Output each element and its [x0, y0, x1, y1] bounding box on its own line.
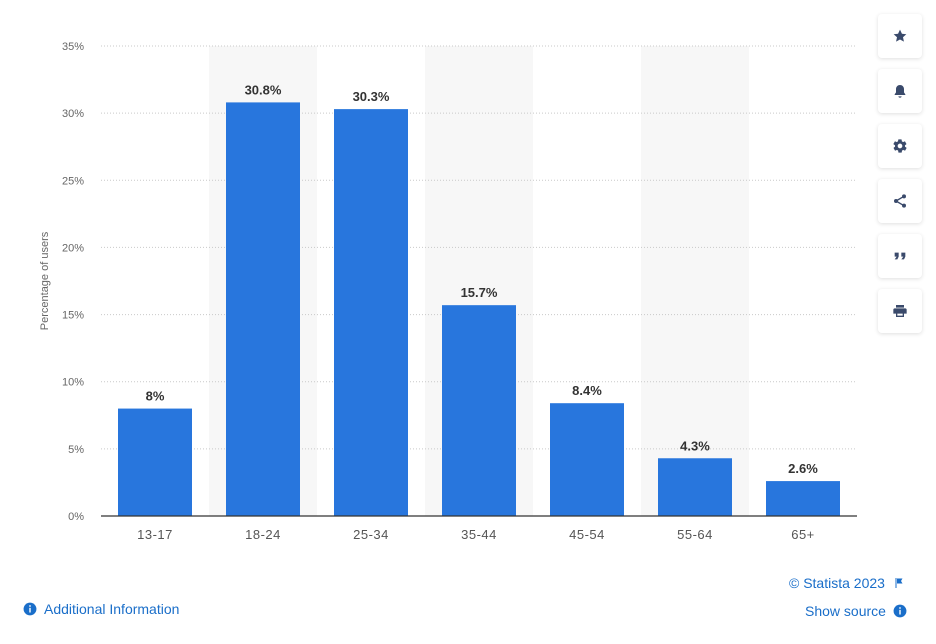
bars	[118, 102, 840, 517]
flag-icon	[895, 578, 903, 588]
bar[interactable]	[442, 305, 516, 516]
info-icon	[893, 604, 907, 618]
x-tick-label: 35-44	[461, 527, 497, 542]
info-icon	[23, 602, 37, 616]
share-icon	[894, 194, 906, 208]
x-tick-label: 55-64	[677, 527, 713, 542]
x-tick-label: 18-24	[245, 527, 281, 542]
x-tick-label: 13-17	[137, 527, 173, 542]
print-icon	[893, 305, 907, 317]
y-tick-label: 10%	[62, 377, 84, 389]
data-label: 30.8%	[245, 82, 282, 97]
y-tick-label: 20%	[62, 242, 84, 254]
bar[interactable]	[550, 403, 624, 516]
gear-icon	[893, 139, 907, 153]
y-tick-label: 25%	[62, 175, 84, 187]
settings-button[interactable]	[878, 124, 922, 168]
additional-information-text: Additional Information	[44, 601, 180, 617]
copyright-text: © Statista 2023	[789, 575, 885, 591]
bar[interactable]	[658, 458, 732, 516]
y-tick-label: 15%	[62, 310, 84, 322]
show-source-text: Show source	[805, 603, 886, 619]
chart-svg: 0% 5% 10% 15% 20% 25% 30% 35% 8% 30.8% 30.3% 15.7%…	[39, 41, 857, 542]
x-tick-label: 25-34	[353, 527, 389, 542]
favorite-button[interactable]	[878, 14, 922, 58]
y-tick-label: 30%	[62, 108, 84, 120]
quote-icon	[894, 252, 906, 260]
bell-icon	[894, 85, 906, 98]
cite-button[interactable]	[878, 234, 922, 278]
data-label: 2.6%	[788, 461, 818, 476]
data-labels: 8% 30.8% 30.3% 15.7% 8.4% 4.3% 2.6%	[146, 82, 819, 476]
chart: 0% 5% 10% 15% 20% 25% 30% 35% 8% 30.8% 30.3% 15.7%…	[39, 41, 857, 542]
bar[interactable]	[226, 102, 300, 517]
additional-information-link[interactable]: Additional Information	[23, 601, 179, 617]
data-label: 4.3%	[680, 438, 710, 453]
notification-button[interactable]	[878, 69, 922, 113]
star-icon	[893, 29, 907, 42]
show-source-link[interactable]: Show source	[805, 603, 907, 619]
data-label: 8%	[146, 389, 165, 404]
x-tick-label: 45-54	[569, 527, 605, 542]
y-tick-label: 35%	[62, 41, 84, 53]
data-label: 15.7%	[461, 285, 498, 300]
y-axis-ticks: 0% 5% 10% 15% 20% 25% 30% 35%	[62, 41, 84, 523]
x-axis-ticks: 13-17 18-24 25-34 35-44 45-54 55-64 65+	[137, 527, 815, 542]
copyright-link[interactable]: © Statista 2023	[789, 575, 905, 591]
y-tick-label: 0%	[68, 511, 84, 523]
data-label: 8.4%	[572, 383, 602, 398]
bar[interactable]	[118, 408, 192, 516]
category-band	[641, 46, 749, 516]
bar[interactable]	[334, 109, 408, 516]
x-tick-label: 65+	[791, 527, 815, 542]
y-tick-label: 5%	[68, 444, 84, 456]
y-axis-title: Percentage of users	[39, 231, 51, 330]
share-button[interactable]	[878, 179, 922, 223]
bar[interactable]	[766, 481, 840, 516]
data-label: 30.3%	[353, 89, 390, 104]
print-button[interactable]	[878, 289, 922, 333]
